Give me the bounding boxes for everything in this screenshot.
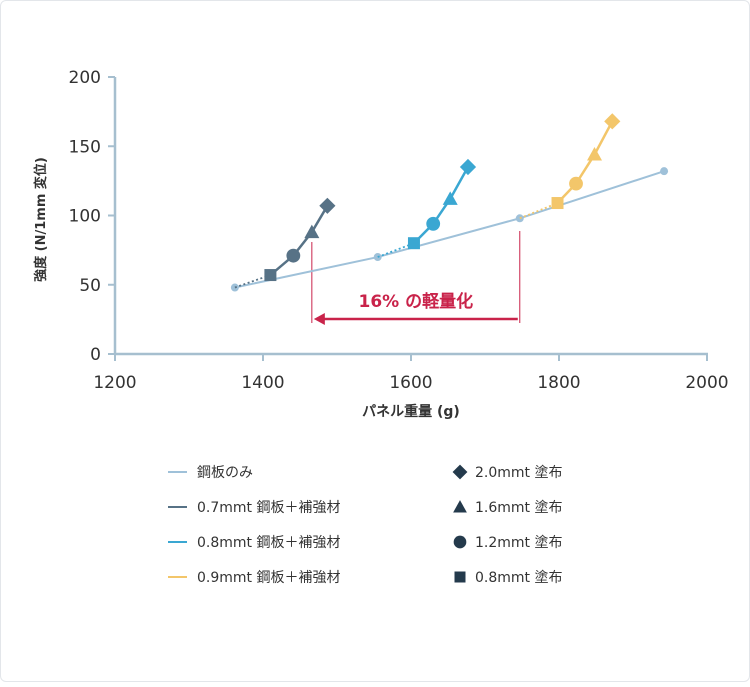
data-point-base: [660, 167, 669, 176]
y-tick-label: 100: [69, 207, 101, 227]
x-tick-label: 1200: [93, 373, 136, 393]
legend-label: 0.9mmt 鋼板＋補強材: [197, 570, 340, 586]
x-tick-label: 1600: [389, 373, 432, 393]
data-point-circle: [286, 248, 301, 263]
data-point-circle: [569, 176, 583, 191]
series-line: [556, 120, 614, 204]
series-line: [413, 166, 470, 245]
y-tick-label: 0: [90, 345, 101, 365]
data-point-triangle: [442, 191, 458, 205]
legend-marker-triangle: [453, 500, 467, 513]
y-axis-label: 強度 (N/1mm 変位): [33, 157, 49, 282]
series-3: [519, 113, 621, 220]
legend-marker-square: [454, 571, 466, 583]
legend-marker-diamond: [452, 464, 468, 480]
axes: 0 50 100 150 200 1200 1400 1600 1800 2000 パネル重量 (g…: [33, 68, 729, 420]
data-point-diamond: [459, 158, 477, 176]
legend-label: 1.6mmt 塗布: [475, 499, 562, 516]
data-point-circle: [426, 216, 441, 231]
x-axis-label: パネル重量 (g): [362, 403, 460, 420]
x-tick-label: 2000: [685, 373, 728, 393]
annotation-text: 16% の軽量化: [359, 291, 474, 312]
series-connector: [234, 274, 271, 289]
legend-label: 0.7mmt 鋼板＋補強材: [197, 500, 340, 516]
series-line-base: [234, 170, 665, 289]
data-point-triangle: [304, 224, 320, 239]
data-point-square: [551, 197, 564, 210]
legend-label: 2.0mmt 塗布: [475, 464, 562, 481]
y-tick-label: 150: [69, 137, 101, 157]
data-point-triangle: [587, 147, 603, 161]
annotation-arrow-head: [313, 313, 325, 325]
legend-label: 1.2mmt 塗布: [475, 534, 562, 551]
series-line: [269, 205, 329, 277]
data-point-diamond: [319, 197, 336, 214]
legend-label: 0.8mmt 鋼板＋補強材: [197, 535, 340, 551]
series-layer: [230, 113, 669, 292]
x-tick-label: 1800: [537, 373, 580, 393]
series-2: [377, 158, 477, 258]
y-tick-label: 50: [79, 276, 101, 296]
legend-label: 鋼板のみ: [197, 465, 253, 481]
legend-label: 0.8mmt 塗布: [475, 569, 562, 586]
data-point-square: [407, 237, 420, 250]
y-tick-label: 200: [69, 68, 101, 88]
legend-marker-circle: [453, 535, 467, 549]
series-1: [234, 197, 336, 289]
series-base: [230, 167, 669, 292]
annotation: 16% の軽量化: [311, 231, 521, 325]
data-point-square: [264, 269, 277, 282]
series-connector: [377, 242, 415, 258]
legend: 鋼板のみ 0.7mmt 鋼板＋補強材 0.8mmt 鋼板＋補強材 0.9mmt 鋼板＋…: [168, 464, 562, 586]
data-point-diamond: [604, 113, 621, 130]
x-tick-label: 1400: [241, 373, 284, 393]
